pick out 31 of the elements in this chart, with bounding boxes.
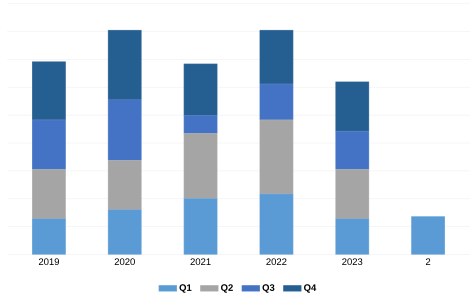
x-tick-label: 2019 [38,258,60,266]
legend-label: Q1 [180,284,192,293]
legend-label: Q3 [262,284,274,293]
bar [260,194,294,255]
bar [184,198,218,255]
bar [184,64,218,116]
x-tick-label: 2 [426,258,430,266]
bar [411,216,445,255]
x-tick-label: 2021 [190,258,211,266]
bar [108,160,142,210]
x-tick-label: 2023 [342,258,362,266]
bar [335,131,370,170]
bar [108,100,142,161]
legend-label: Q2 [221,284,233,293]
bar [260,120,294,194]
bar [32,62,66,120]
legend-label: Q4 [304,284,316,293]
bar [32,218,66,255]
bar [335,82,370,132]
x-tick-label: 2020 [114,258,135,266]
bar [260,84,294,120]
bar [335,169,370,220]
bar [184,133,218,199]
bar [108,210,142,255]
bar [32,120,66,170]
bar [260,30,294,84]
bar [335,218,370,255]
bar [184,115,218,134]
bar [32,169,66,220]
x-tick-label: 2022 [266,258,286,266]
bar [108,30,142,100]
